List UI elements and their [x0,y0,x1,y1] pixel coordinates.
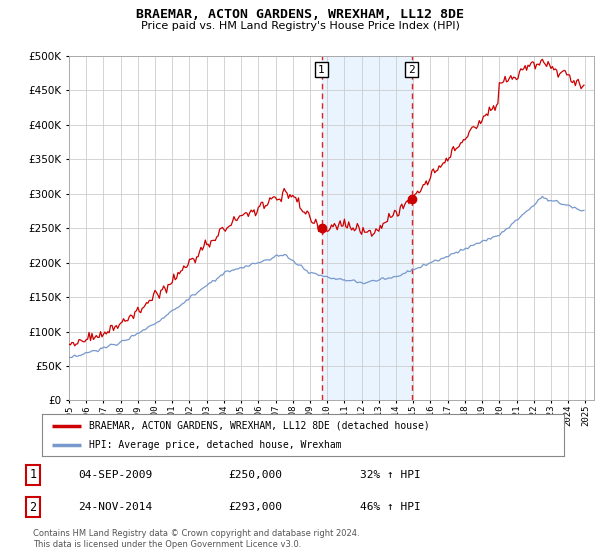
Text: 2: 2 [408,64,415,74]
Text: 1: 1 [318,64,325,74]
Text: 24-NOV-2014: 24-NOV-2014 [78,502,152,512]
Text: 04-SEP-2009: 04-SEP-2009 [78,470,152,480]
Text: 32% ↑ HPI: 32% ↑ HPI [360,470,421,480]
Text: £250,000: £250,000 [228,470,282,480]
Bar [322,56,412,400]
Text: BRAEMAR, ACTON GARDENS, WREXHAM, LL12 8DE (detached house): BRAEMAR, ACTON GARDENS, WREXHAM, LL12 8D… [89,421,430,431]
Text: HPI: Average price, detached house, Wrexham: HPI: Average price, detached house, Wrex… [89,440,341,450]
Text: 2: 2 [29,501,37,514]
Text: £293,000: £293,000 [228,502,282,512]
Text: Price paid vs. HM Land Registry's House Price Index (HPI): Price paid vs. HM Land Registry's House … [140,21,460,31]
Text: BRAEMAR, ACTON GARDENS, WREXHAM, LL12 8DE: BRAEMAR, ACTON GARDENS, WREXHAM, LL12 8D… [136,8,464,21]
Text: 1: 1 [29,468,37,482]
Text: Contains HM Land Registry data © Crown copyright and database right 2024.
This d: Contains HM Land Registry data © Crown c… [33,529,359,549]
Text: 46% ↑ HPI: 46% ↑ HPI [360,502,421,512]
